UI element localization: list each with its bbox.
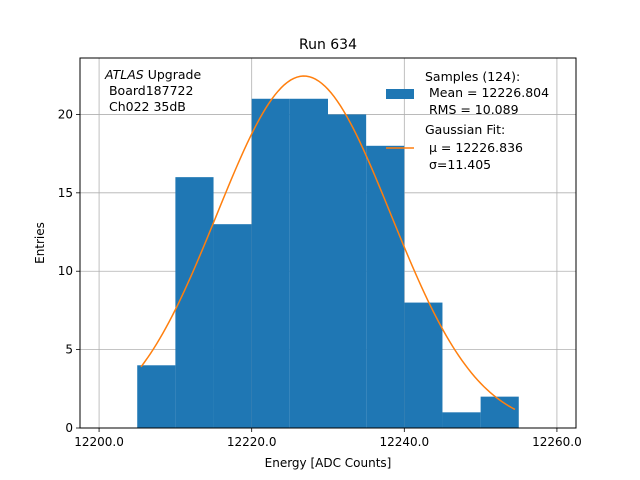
upgrade-label: Upgrade: [144, 67, 202, 82]
plot-frame: [79, 57, 577, 429]
x-tick-label: 12240.0: [379, 435, 429, 449]
y-tick-label: 20: [58, 107, 73, 121]
x-axis-label: Energy [ADC Counts]: [265, 456, 392, 470]
legend-fit-mu: μ = 12226.836: [429, 140, 523, 155]
x-tick-label: 12260.0: [532, 435, 582, 449]
histogram-bar: [480, 396, 519, 428]
y-axis-ticks: 0 5 10 15 20: [58, 107, 80, 435]
histogram-bar: [289, 98, 328, 429]
gaussian-fit-curve: [140, 75, 516, 411]
x-tick-label: 12220.0: [227, 435, 277, 449]
y-tick-label: 15: [58, 186, 73, 200]
legend-samples-rms: RMS = 10.089: [425, 102, 519, 117]
legend: Samples (124): Mean = 12226.804 RMS = 10…: [386, 69, 549, 172]
histogram-bar: [404, 302, 443, 428]
legend-fit-sigma: σ=11.405: [429, 157, 491, 172]
histogram-bar: [442, 412, 481, 428]
legend-fit-title: Gaussian Fit:: [425, 122, 505, 137]
histogram-bar: [328, 114, 367, 429]
histogram-bar: [366, 145, 405, 428]
legend-hist-swatch: [386, 89, 414, 99]
histogram-bar: [175, 177, 214, 428]
atlas-label: ATLAS: [104, 67, 144, 82]
channel-label: Ch022 35dB: [105, 99, 186, 114]
histogram-bar: [213, 224, 252, 428]
atlas-annotation: ATLAS Upgrade Board187722 Ch022 35dB: [104, 67, 201, 114]
y-tick-label: 10: [58, 264, 73, 278]
x-axis-ticks: 12200.0 12220.0 12240.0 12260.0: [74, 428, 582, 449]
y-tick-label: 5: [65, 343, 73, 357]
svg-text:ATLAS Upgrade: ATLAS Upgrade: [104, 67, 201, 82]
fit-curve-layer: [140, 75, 516, 411]
y-axis-label: Entries: [33, 222, 47, 264]
histogram-bar: [137, 365, 176, 428]
board-label: Board187722: [105, 83, 193, 98]
legend-samples-title: Samples (124):: [425, 69, 520, 84]
x-tick-label: 12200.0: [74, 435, 124, 449]
histogram-bar: [251, 98, 290, 429]
chart-title: Run 634: [299, 37, 357, 53]
legend-samples-mean: Mean = 12226.804: [425, 85, 549, 100]
histogram-bars: [137, 98, 519, 429]
y-tick-label: 0: [65, 421, 73, 435]
